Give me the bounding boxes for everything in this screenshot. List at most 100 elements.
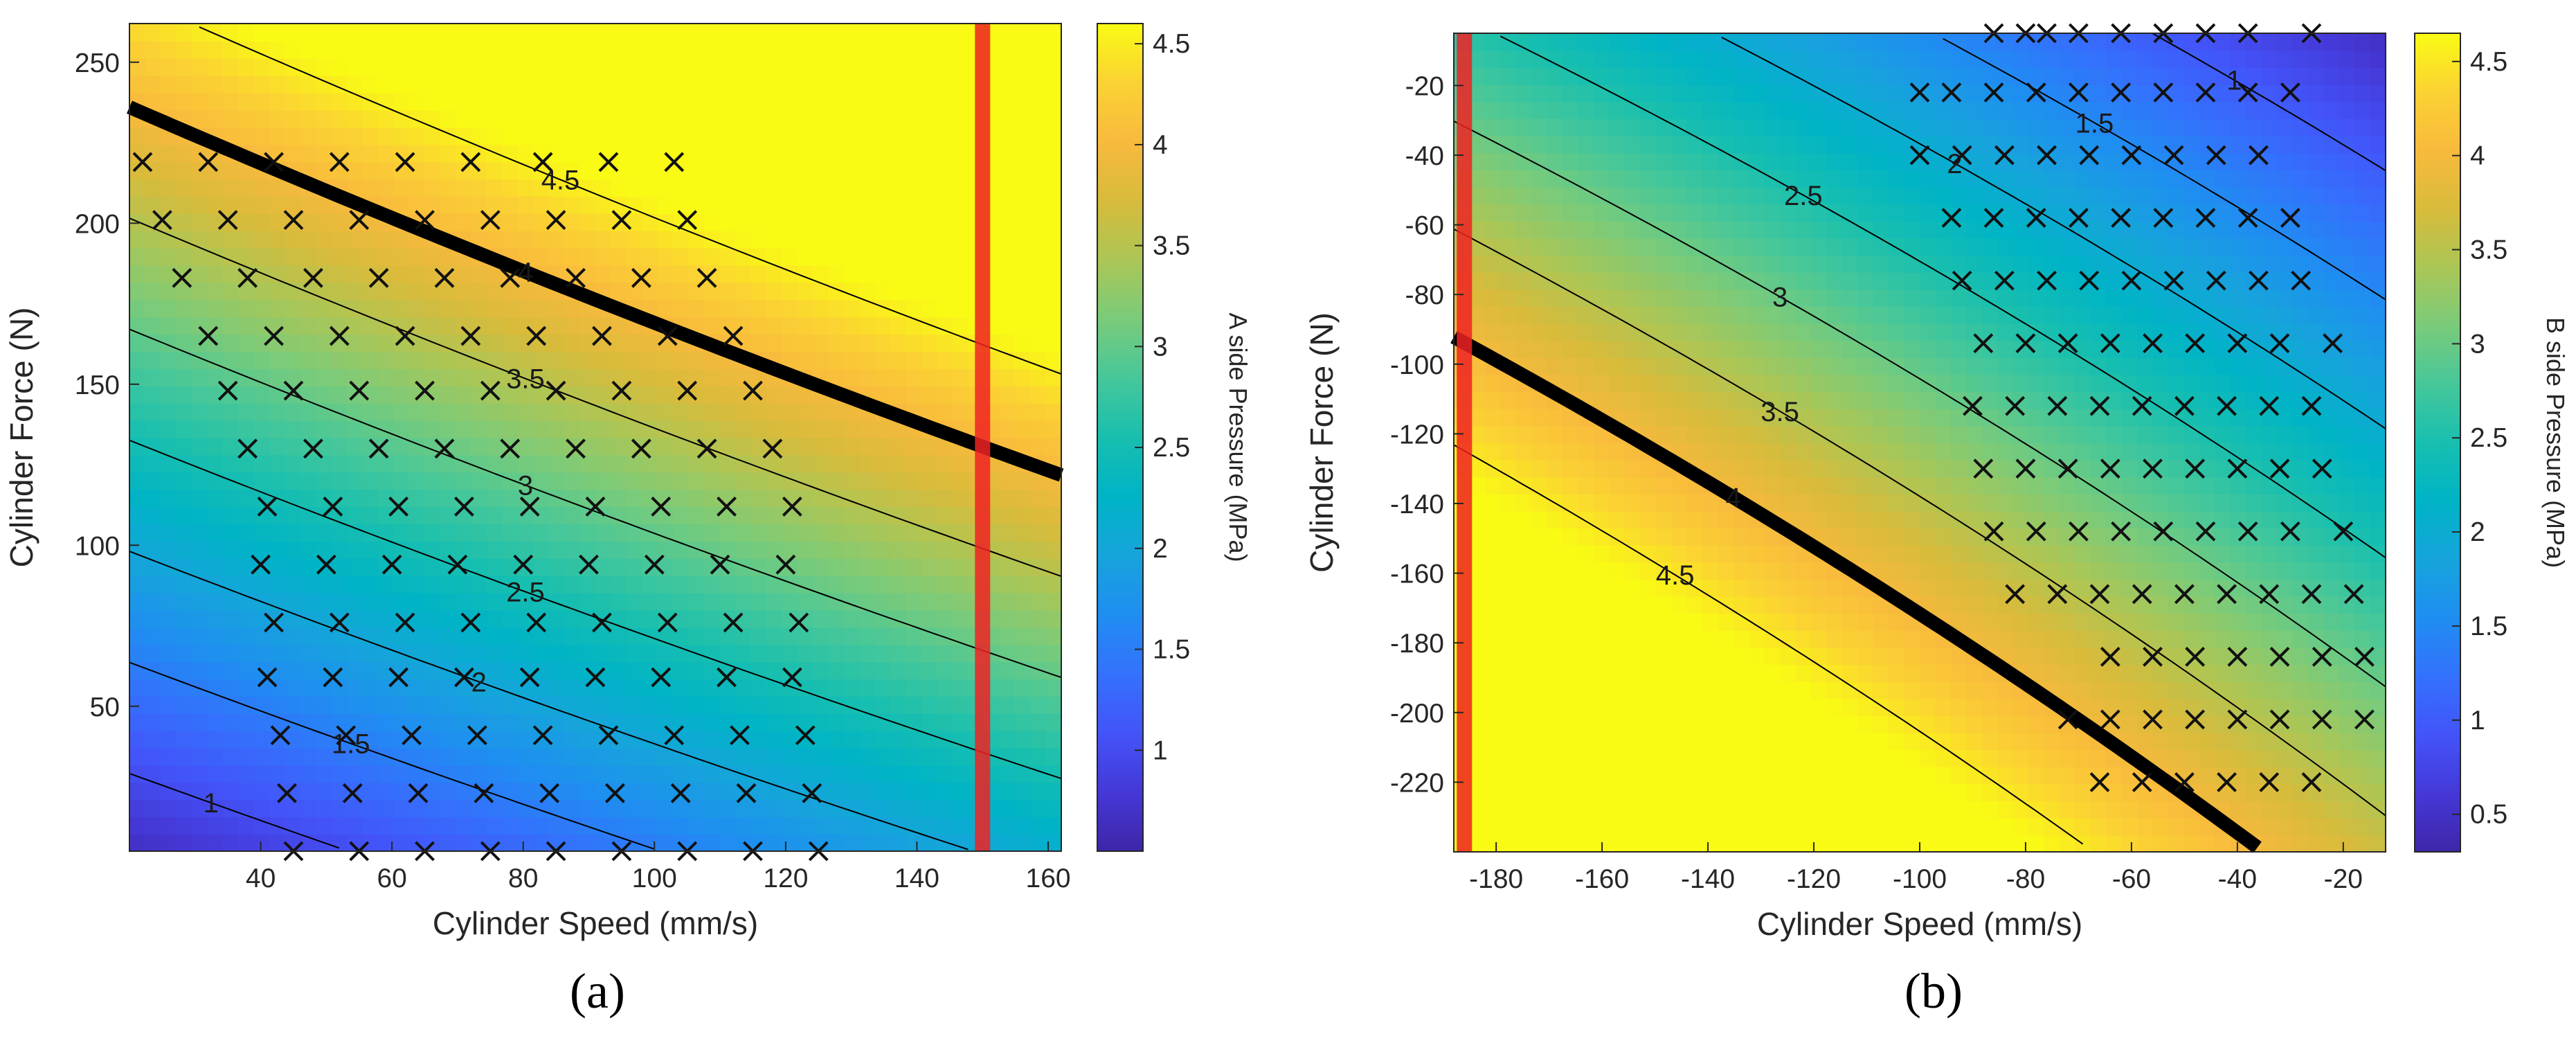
heatmap-cell (440, 730, 457, 749)
heatmap-cell (424, 179, 441, 197)
heatmap-cell (906, 334, 923, 352)
heatmap-cell (285, 627, 301, 645)
heatmap-cell (657, 196, 674, 214)
heatmap-cell (642, 765, 658, 783)
heatmap-cell (238, 230, 255, 249)
heatmap-cell (238, 24, 255, 42)
heatmap-cell (1981, 271, 1999, 290)
y-tick-label: 250 (75, 48, 120, 78)
heatmap-cell (1578, 835, 1594, 853)
heatmap-cell (191, 247, 208, 266)
heatmap-cell (1718, 749, 1734, 767)
heatmap-cell (1749, 238, 1765, 256)
heatmap-cell (766, 213, 783, 231)
heatmap-cell (1826, 67, 1843, 85)
heatmap-cell (1562, 630, 1579, 648)
heatmap-cell (517, 799, 534, 818)
heatmap-cell (1950, 33, 1967, 51)
heatmap-cell (1484, 67, 1502, 85)
heatmap-cell (316, 661, 332, 679)
heatmap-cell (1624, 374, 1641, 393)
measurement-point (723, 612, 744, 633)
heatmap-cell (440, 609, 457, 628)
heatmap-cell (1484, 84, 1502, 102)
heatmap-cell (1671, 101, 1688, 120)
heatmap-cell (874, 24, 892, 42)
heatmap-cell (191, 661, 208, 679)
heatmap-cell (1718, 186, 1734, 205)
heatmap-cell (160, 472, 177, 490)
heatmap-cell (2059, 493, 2076, 512)
heatmap-cell (1841, 596, 1859, 614)
heatmap-cell (253, 57, 270, 76)
heatmap-cell (766, 524, 783, 542)
heatmap-cell (1889, 647, 1905, 666)
heatmap-cell (1624, 613, 1641, 631)
heatmap-cell (1578, 306, 1594, 324)
heatmap-cell (1030, 799, 1047, 818)
heatmap-cell (533, 402, 550, 421)
heatmap-cell (564, 40, 581, 59)
heatmap-cell (1811, 340, 1828, 358)
heatmap-cell (766, 713, 783, 731)
measurement-point (546, 380, 566, 401)
heatmap-cell (176, 196, 192, 214)
heatmap-cell (1562, 357, 1579, 375)
heatmap-cell (1873, 766, 1890, 785)
heatmap-cell (347, 265, 363, 283)
heatmap-cell (1920, 732, 1936, 751)
heatmap-cell (1624, 476, 1641, 494)
contour-label: 2.5 (506, 578, 545, 608)
heatmap-cell (517, 747, 534, 766)
heatmap-cell (1671, 579, 1688, 597)
heatmap-cell (316, 92, 332, 111)
heatmap-cell (1780, 715, 1796, 733)
heatmap-cell (1624, 493, 1641, 512)
heatmap-cell (642, 40, 658, 59)
heatmap-cell (456, 299, 472, 318)
heatmap-cell (440, 747, 457, 766)
heatmap-cell (487, 57, 503, 76)
heatmap-cell (937, 144, 953, 163)
heatmap-cell (1531, 255, 1548, 273)
heatmap-cell (129, 472, 146, 490)
heatmap-cell (1811, 817, 1828, 836)
heatmap-cell (408, 661, 426, 679)
heatmap-cell (953, 747, 969, 766)
heatmap-cell (1686, 528, 1703, 546)
heatmap-cell (1469, 289, 1486, 307)
heatmap-cell (362, 230, 379, 249)
heatmap-cell (1562, 579, 1579, 597)
heatmap-cell (347, 575, 363, 594)
heatmap-cell (1030, 540, 1047, 559)
heatmap-cell (2028, 596, 2045, 614)
heatmap-cell (1795, 84, 1812, 102)
heatmap-cell (487, 609, 503, 628)
heatmap-cell (688, 713, 705, 731)
heatmap-cell (1935, 562, 1952, 580)
heatmap-cell (533, 834, 550, 852)
heatmap-cell (688, 247, 705, 266)
heatmap-cell (145, 489, 161, 508)
heatmap-cell (316, 765, 332, 783)
heatmap-cell (1966, 220, 1983, 239)
heatmap-cell (719, 40, 736, 59)
heatmap-cell (1547, 50, 1563, 69)
heatmap-cell (828, 247, 845, 266)
heatmap-cell (176, 437, 192, 456)
heatmap-cell (331, 524, 348, 542)
heatmap-cell (502, 524, 519, 542)
heatmap-cell (1997, 783, 2014, 802)
heatmap-cell (1966, 732, 1983, 751)
heatmap-cell (1873, 664, 1890, 682)
heatmap-cell (176, 695, 192, 714)
heatmap-cell (1826, 835, 1843, 853)
heatmap-cell (2028, 408, 2045, 427)
heatmap-cell (362, 144, 379, 163)
heatmap-cell (766, 317, 783, 335)
heatmap-cell (1562, 408, 1579, 427)
heatmap-cell (1811, 408, 1828, 427)
heatmap-cell (408, 575, 426, 594)
heatmap-cell (393, 799, 410, 818)
heatmap-cell (735, 57, 752, 76)
